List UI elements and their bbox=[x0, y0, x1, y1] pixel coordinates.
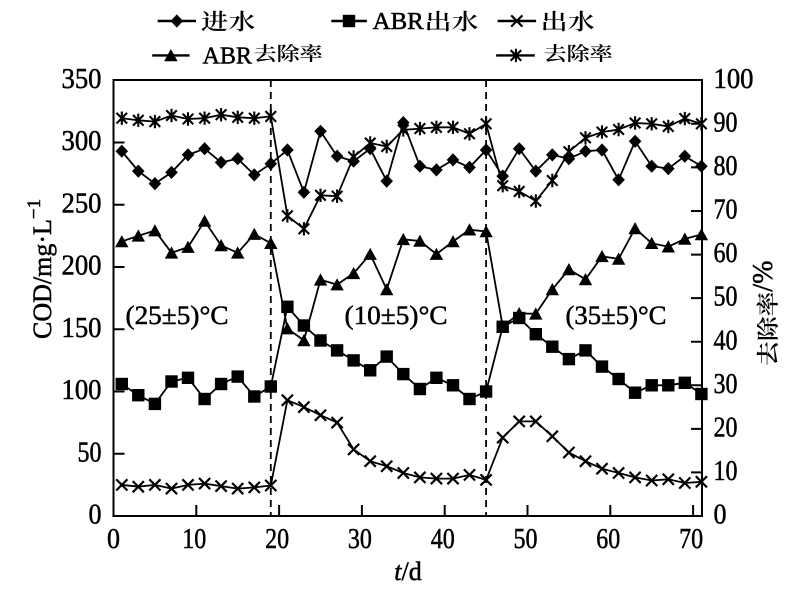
svg-text:(25±5)°C: (25±5)°C bbox=[126, 301, 229, 330]
svg-text:50: 50 bbox=[78, 437, 102, 468]
svg-text:50: 50 bbox=[514, 524, 538, 555]
svg-text:t/d: t/d bbox=[394, 557, 421, 586]
svg-text:350: 350 bbox=[62, 64, 102, 95]
svg-text:60: 60 bbox=[714, 238, 738, 269]
svg-text:100: 100 bbox=[62, 375, 102, 406]
svg-text:0: 0 bbox=[107, 524, 120, 555]
svg-text:40: 40 bbox=[714, 325, 738, 356]
svg-text:50: 50 bbox=[714, 282, 738, 313]
svg-text:COD/mg·L−1: COD/mg·L−1 bbox=[24, 199, 57, 339]
svg-text:(10±5)°C: (10±5)°C bbox=[345, 301, 448, 330]
svg-text:70: 70 bbox=[714, 195, 738, 226]
svg-text:250: 250 bbox=[62, 188, 102, 219]
svg-text:80: 80 bbox=[714, 151, 738, 182]
svg-text:40: 40 bbox=[431, 524, 455, 555]
svg-text:0: 0 bbox=[89, 500, 102, 531]
svg-text:(35±5)°C: (35±5)°C bbox=[566, 301, 667, 330]
svg-text:60: 60 bbox=[596, 524, 620, 555]
svg-text:10: 10 bbox=[182, 524, 206, 555]
svg-text:200: 200 bbox=[62, 251, 102, 282]
svg-text:300: 300 bbox=[62, 126, 102, 157]
svg-text:20: 20 bbox=[714, 413, 738, 444]
svg-text:10: 10 bbox=[714, 456, 738, 487]
svg-text:30: 30 bbox=[714, 369, 738, 400]
svg-text:90: 90 bbox=[714, 107, 738, 138]
svg-text:ABR: ABR bbox=[203, 42, 253, 69]
svg-text:70: 70 bbox=[679, 524, 703, 555]
svg-text:20: 20 bbox=[265, 524, 289, 555]
svg-text:100: 100 bbox=[714, 64, 754, 95]
svg-text:30: 30 bbox=[348, 524, 372, 555]
svg-text:0: 0 bbox=[714, 500, 727, 531]
svg-text:ABR: ABR bbox=[373, 8, 425, 35]
svg-text:150: 150 bbox=[62, 313, 102, 344]
svg-text:/%: /% bbox=[748, 260, 779, 291]
